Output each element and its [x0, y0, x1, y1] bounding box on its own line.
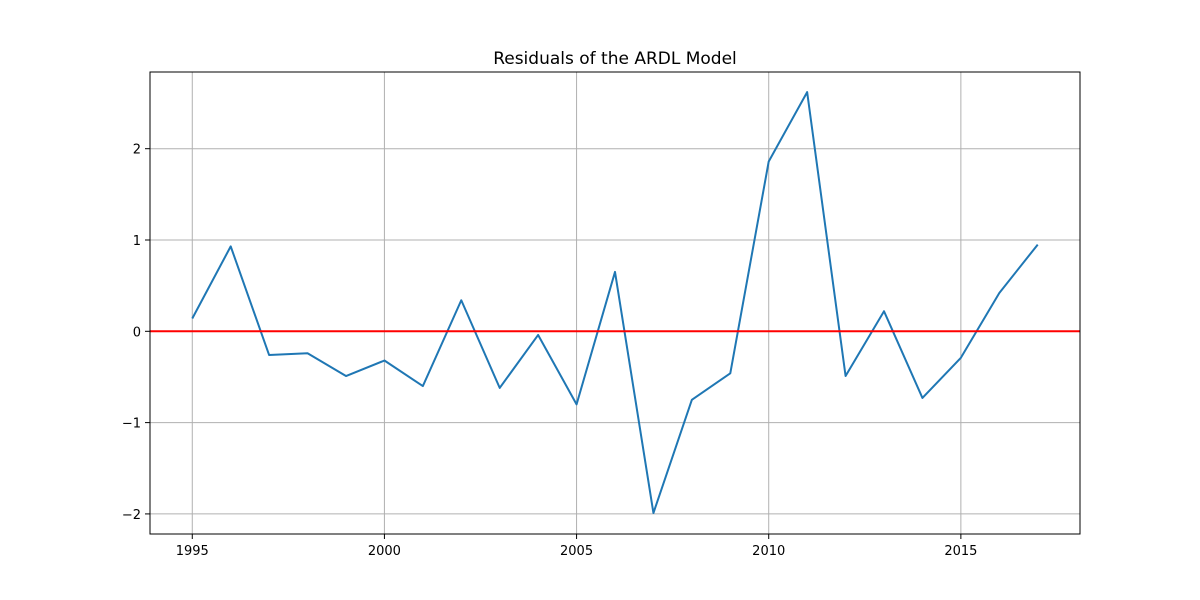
residuals-series-line [191, 91, 1039, 514]
y-tick-label: 0 [133, 325, 141, 340]
plot-area-frame [149, 71, 1081, 535]
y-axis-ticks: −2 −1 0 1 2 [122, 143, 150, 523]
x-axis-ticks: 1995 2000 2005 2010 2015 [176, 534, 977, 559]
series-group [191, 91, 1039, 514]
x-tick-label: 2010 [752, 544, 785, 559]
y-tick-label: −1 [122, 417, 141, 432]
y-tick-label: 2 [133, 143, 141, 158]
x-tick-label: 2015 [944, 544, 977, 559]
x-tick-label: 2000 [368, 544, 401, 559]
y-tick-label: −2 [122, 508, 141, 523]
grid-lines [150, 72, 1080, 534]
x-tick-label: 2005 [560, 544, 593, 559]
x-tick-label: 1995 [176, 544, 209, 559]
chart-title: Residuals of the ARDL Model [493, 49, 737, 69]
y-tick-label: 1 [133, 234, 141, 249]
